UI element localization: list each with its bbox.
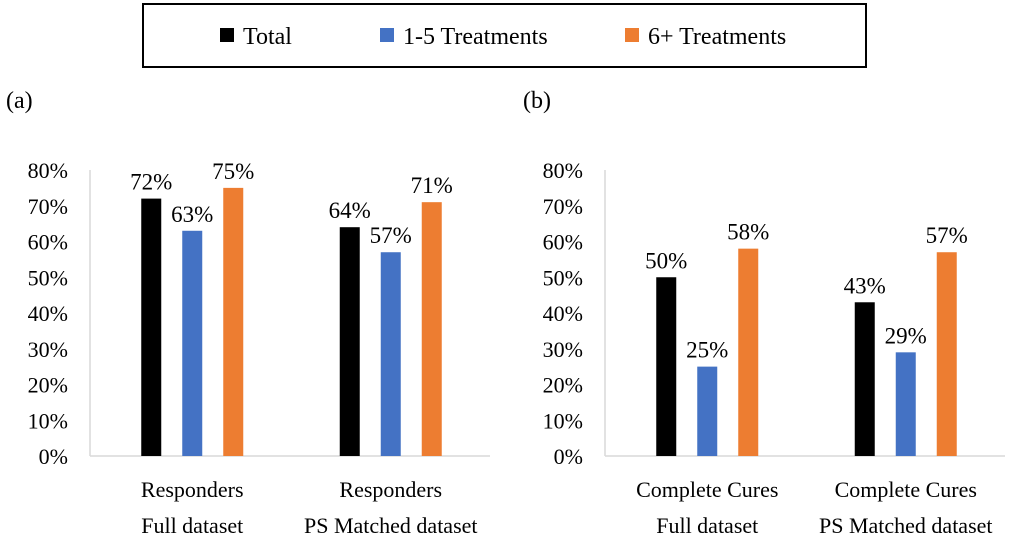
data-label-total: 64% [329, 198, 371, 223]
chart-panel-a: 0% 10% 20% 30% 40% 50% 60% 70% 80% 72% 63% 75% Respo… [28, 158, 490, 538]
x-category-label: Complete Cures [835, 477, 977, 502]
data-label-6plus-treatments: 71% [411, 173, 453, 198]
y-tick-label: 50% [543, 265, 583, 290]
y-tick-label: 60% [28, 230, 68, 255]
y-tick-label: 50% [28, 265, 68, 290]
data-label-1-5-treatments: 63% [171, 202, 213, 227]
y-tick-label: 80% [543, 158, 583, 183]
bar-1-5-treatments [895, 352, 916, 456]
bar-6plus-treatments [223, 187, 244, 456]
x-category-label: Full dataset [141, 513, 243, 538]
legend: Total 1-5 Treatments 6+ Treatments [142, 3, 867, 68]
bar-1-5-treatments [380, 252, 401, 456]
y-tick-label: 40% [543, 301, 583, 326]
data-label-total: 43% [844, 273, 886, 298]
legend-box [142, 3, 867, 68]
y-tick-label: 80% [28, 158, 68, 183]
legend-swatch-6plus-treatments [625, 28, 639, 42]
bar-6plus-treatments [936, 252, 957, 456]
data-label-1-5-treatments: 57% [370, 223, 412, 248]
data-label-6plus-treatments: 57% [926, 223, 968, 248]
bar-1-5-treatments [697, 366, 718, 456]
bar-total [656, 277, 677, 456]
y-tick-label: 0% [39, 444, 68, 469]
data-label-total: 50% [645, 248, 687, 273]
chart-panel-b: 0% 10% 20% 30% 40% 50% 60% 70% 80% 50% 25% 58% Compl… [543, 158, 1005, 538]
panel-label-b: (b) [523, 88, 551, 114]
legend-label-total: Total [243, 24, 292, 50]
legend-swatch-total [220, 28, 234, 42]
y-tick-label: 20% [28, 373, 68, 398]
x-category-label: PS Matched dataset [819, 513, 993, 538]
panel-label-a: (a) [6, 88, 33, 114]
bar-6plus-treatments [738, 248, 759, 456]
y-tick-label: 30% [28, 337, 68, 362]
legend-swatch-1-5-treatments [380, 28, 394, 42]
y-tick-label: 10% [28, 408, 68, 433]
y-tick-label: 60% [543, 230, 583, 255]
data-label-total: 72% [130, 170, 172, 195]
y-tick-label: 70% [543, 194, 583, 219]
data-label-6plus-treatments: 75% [212, 159, 254, 184]
bar-total [854, 302, 875, 456]
x-category-label: Responders [141, 477, 244, 502]
y-tick-label: 40% [28, 301, 68, 326]
data-label-6plus-treatments: 58% [727, 220, 769, 245]
bar-6plus-treatments [421, 202, 442, 456]
data-label-1-5-treatments: 25% [686, 338, 728, 363]
x-category-label: Responders [339, 477, 442, 502]
y-tick-label: 0% [554, 444, 583, 469]
x-category-label: Full dataset [656, 513, 758, 538]
y-tick-label: 30% [543, 337, 583, 362]
y-tick-label: 20% [543, 373, 583, 398]
bar-1-5-treatments [182, 230, 203, 456]
y-tick-label: 70% [28, 194, 68, 219]
data-label-1-5-treatments: 29% [885, 323, 927, 348]
x-category-label: Complete Cures [636, 477, 778, 502]
x-category-label: PS Matched dataset [304, 513, 478, 538]
legend-label-1-5-treatments: 1-5 Treatments [403, 24, 548, 50]
y-tick-label: 10% [543, 408, 583, 433]
bar-total [141, 198, 162, 456]
legend-label-6plus-treatments: 6+ Treatments [648, 24, 786, 50]
bar-total [339, 227, 360, 456]
